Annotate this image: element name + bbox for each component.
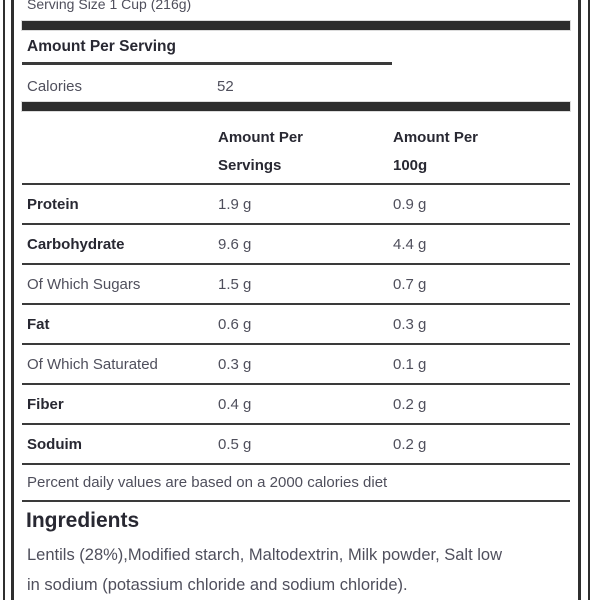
nutrient-per-100g: 4.4 g	[393, 235, 427, 253]
nutrient-row: Soduim 0.5 g 0.2 g	[22, 423, 570, 463]
column-header-per-100g: Amount Per 100g	[393, 124, 478, 180]
footnote-divider	[22, 500, 570, 502]
calories-value: 52	[217, 78, 234, 95]
nutrient-per-100g: 0.9 g	[393, 195, 427, 213]
nutrient-per-serving: 0.3 g	[218, 355, 252, 373]
ingredients-heading: Ingredients	[26, 509, 140, 532]
nutrient-per-serving: 9.6 g	[218, 235, 252, 253]
nutrient-name: Fat	[27, 315, 50, 333]
nutrient-name: Of Which Saturated	[27, 355, 158, 373]
nutrient-name: Of Which Sugars	[27, 275, 141, 293]
separator-bar-top	[22, 21, 570, 30]
column-header-per-serving: Amount Per Servings	[218, 124, 303, 180]
nutrient-row: Fiber 0.4 g 0.2 g	[22, 383, 570, 423]
nutrient-per-serving: 1.5 g	[218, 275, 252, 293]
calories-label: Calories	[27, 78, 83, 95]
nutrient-per-100g: 0.3 g	[393, 315, 427, 333]
nutrient-per-serving: 0.5 g	[218, 435, 252, 453]
heading-underline	[22, 62, 392, 65]
serving-size: Serving Size 1 Cup (216g)	[27, 0, 192, 12]
nutrient-per-serving: 0.6 g	[218, 315, 252, 333]
column-header-per-serving-line2: Servings	[218, 157, 282, 174]
nutrient-per-100g: 0.7 g	[393, 275, 427, 293]
daily-values-footnote: Percent daily values are based on a 2000…	[27, 474, 388, 491]
label-border-right-outer	[588, 0, 590, 600]
nutrient-per-serving: 0.4 g	[218, 395, 252, 413]
nutrient-row: Protein 1.9 g 0.9 g	[22, 183, 570, 223]
label-border-left-inner	[11, 0, 14, 600]
nutrient-per-100g: 0.2 g	[393, 435, 427, 453]
amount-per-serving-heading: Amount Per Serving	[27, 38, 176, 55]
separator-bar-middle	[22, 102, 570, 111]
ingredients-text: Lentils (28%),Modified starch, Maltodext…	[27, 546, 503, 594]
nutrient-name: Protein	[27, 195, 79, 213]
label-border-right-inner	[578, 0, 581, 600]
nutrient-name: Carbohydrate	[27, 235, 125, 253]
nutrient-per-100g: 0.2 g	[393, 395, 427, 413]
nutrient-row: Carbohydrate 9.6 g 4.4 g	[22, 223, 570, 263]
nutrient-per-100g: 0.1 g	[393, 355, 427, 373]
nutrient-row: Of Which Saturated 0.3 g 0.1 g	[22, 343, 570, 383]
nutrient-name: Fiber	[27, 395, 64, 413]
column-header-per-100g-line2: 100g	[393, 157, 428, 174]
nutrient-per-serving: 1.9 g	[218, 195, 252, 213]
column-header-per-100g-line1: Amount Per	[393, 129, 479, 146]
nutrient-table: Protein 1.9 g 0.9 g Carbohydrate 9.6 g 4…	[22, 183, 570, 465]
nutrient-name: Soduim	[27, 435, 82, 453]
nutrient-row: Of Which Sugars 1.5 g 0.7 g	[22, 263, 570, 303]
nutrient-row: Fat 0.6 g 0.3 g	[22, 303, 570, 343]
column-header-per-serving-line1: Amount Per	[218, 129, 304, 146]
label-border-left-outer	[3, 0, 5, 600]
